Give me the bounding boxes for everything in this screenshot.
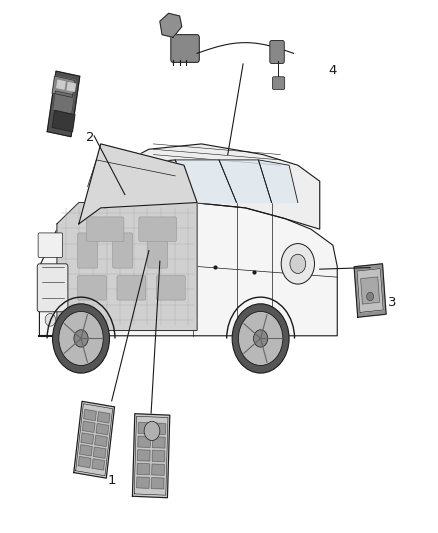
Polygon shape xyxy=(78,456,91,467)
Polygon shape xyxy=(160,13,182,37)
Polygon shape xyxy=(132,414,170,498)
Polygon shape xyxy=(57,203,197,330)
Circle shape xyxy=(238,311,283,366)
Polygon shape xyxy=(101,144,320,229)
Polygon shape xyxy=(79,144,197,224)
Polygon shape xyxy=(47,71,80,136)
Circle shape xyxy=(59,311,103,366)
FancyBboxPatch shape xyxy=(156,276,185,300)
Circle shape xyxy=(144,421,160,440)
Circle shape xyxy=(367,292,374,301)
Polygon shape xyxy=(357,269,383,312)
Text: 2: 2 xyxy=(85,131,94,144)
Text: 3: 3 xyxy=(388,296,396,309)
Text: 1: 1 xyxy=(107,474,116,487)
Polygon shape xyxy=(138,423,151,434)
Polygon shape xyxy=(219,160,272,203)
Polygon shape xyxy=(152,464,164,475)
Polygon shape xyxy=(152,437,165,448)
FancyBboxPatch shape xyxy=(86,217,124,241)
Polygon shape xyxy=(152,478,164,489)
FancyBboxPatch shape xyxy=(38,233,63,257)
Polygon shape xyxy=(80,445,92,456)
Circle shape xyxy=(45,313,56,326)
FancyBboxPatch shape xyxy=(113,233,133,268)
Circle shape xyxy=(254,330,268,347)
Polygon shape xyxy=(57,80,65,89)
Polygon shape xyxy=(74,401,115,478)
Polygon shape xyxy=(361,277,379,304)
Polygon shape xyxy=(93,447,106,458)
FancyBboxPatch shape xyxy=(171,35,199,62)
Polygon shape xyxy=(84,409,96,421)
Circle shape xyxy=(290,254,306,273)
Polygon shape xyxy=(354,264,386,317)
Polygon shape xyxy=(92,459,105,470)
FancyBboxPatch shape xyxy=(270,41,284,63)
Polygon shape xyxy=(258,160,298,203)
FancyBboxPatch shape xyxy=(272,77,285,90)
Polygon shape xyxy=(153,423,166,434)
FancyBboxPatch shape xyxy=(117,276,146,300)
Polygon shape xyxy=(52,110,75,132)
Circle shape xyxy=(53,304,110,373)
Polygon shape xyxy=(175,160,237,203)
Polygon shape xyxy=(152,450,165,462)
FancyBboxPatch shape xyxy=(148,233,168,268)
Polygon shape xyxy=(39,203,337,336)
FancyBboxPatch shape xyxy=(78,276,106,300)
Circle shape xyxy=(74,330,88,347)
Text: 4: 4 xyxy=(328,64,337,77)
Circle shape xyxy=(232,304,289,373)
Polygon shape xyxy=(105,160,193,208)
Polygon shape xyxy=(137,463,150,475)
Polygon shape xyxy=(138,436,150,447)
Circle shape xyxy=(281,244,314,284)
FancyBboxPatch shape xyxy=(78,233,98,268)
Polygon shape xyxy=(53,91,74,115)
Polygon shape xyxy=(81,433,94,444)
Polygon shape xyxy=(96,424,109,435)
Polygon shape xyxy=(98,412,110,423)
Polygon shape xyxy=(95,435,107,447)
Polygon shape xyxy=(137,477,149,488)
Polygon shape xyxy=(52,76,75,98)
FancyBboxPatch shape xyxy=(139,217,177,241)
FancyBboxPatch shape xyxy=(37,264,68,312)
Polygon shape xyxy=(67,83,75,91)
Polygon shape xyxy=(138,450,150,461)
Polygon shape xyxy=(82,421,95,432)
